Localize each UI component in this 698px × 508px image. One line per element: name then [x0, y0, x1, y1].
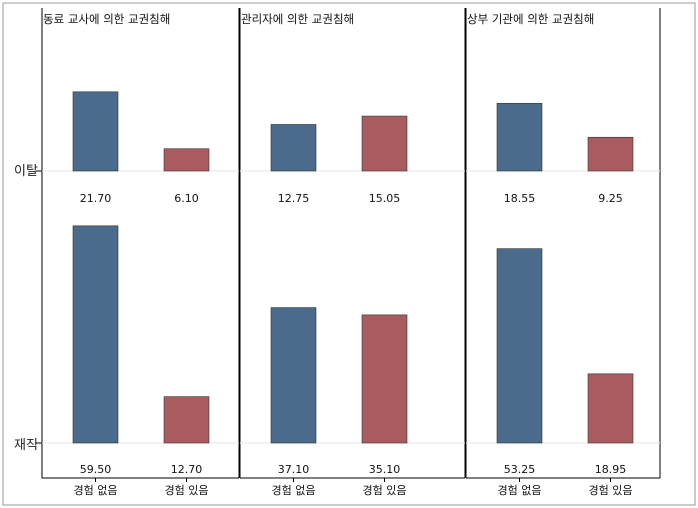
panel-title: 동료 교사에 의한 교권침해	[43, 12, 170, 26]
bar	[496, 248, 543, 444]
data-label: 12.75	[278, 192, 310, 205]
data-label: 37.10	[278, 463, 310, 476]
bar	[361, 314, 408, 444]
bar	[72, 225, 119, 444]
data-label: 6.10	[174, 192, 199, 205]
bar	[496, 102, 543, 172]
panel: 상부 기관에 의한 교권침해 18.55 9.25 53.25 18.95 경험 없음 경험…	[465, 8, 661, 497]
bar	[270, 124, 317, 172]
panel: 관리자에 의한 교권침해 12.75 15.05 37.10 35.10 경험 없음 경험 …	[239, 8, 466, 497]
bar	[270, 307, 317, 444]
bar	[361, 115, 408, 172]
panel-title: 관리자에 의한 교권침해	[241, 12, 354, 26]
x-tick-label: 경험 없음	[272, 484, 316, 497]
bar	[72, 91, 119, 172]
data-label: 35.10	[369, 463, 401, 476]
panel-title: 상부 기관에 의한 교권침해	[467, 12, 594, 26]
bar	[587, 373, 634, 444]
panel: 동료 교사에 의한 교권침해 21.70 6.10 59.50 12.70 경험 없음 경험…	[41, 8, 240, 497]
data-label: 18.95	[595, 463, 627, 476]
x-tick-label: 경험 없음	[74, 484, 118, 497]
x-tick-label: 경험 있음	[363, 484, 407, 497]
x-tick-label: 경험 없음	[498, 484, 542, 497]
x-tick-label: 경험 있음	[589, 484, 633, 497]
chart-panels: 동료 교사에 의한 교권침해 21.70 6.10 59.50 12.70 경험 없음 경험…	[41, 8, 661, 497]
row-label: 재직	[14, 438, 38, 453]
x-tick-label: 경험 있음	[165, 484, 209, 497]
data-label: 12.70	[171, 463, 203, 476]
data-label: 18.55	[504, 192, 536, 205]
row-label: 이탈	[14, 164, 38, 179]
data-label: 59.50	[80, 463, 112, 476]
bar	[163, 148, 210, 172]
bar	[587, 136, 634, 172]
bar	[163, 396, 210, 444]
data-label: 21.70	[80, 192, 112, 205]
data-label: 53.25	[504, 463, 536, 476]
data-label: 9.25	[598, 192, 623, 205]
data-label: 15.05	[369, 192, 401, 205]
